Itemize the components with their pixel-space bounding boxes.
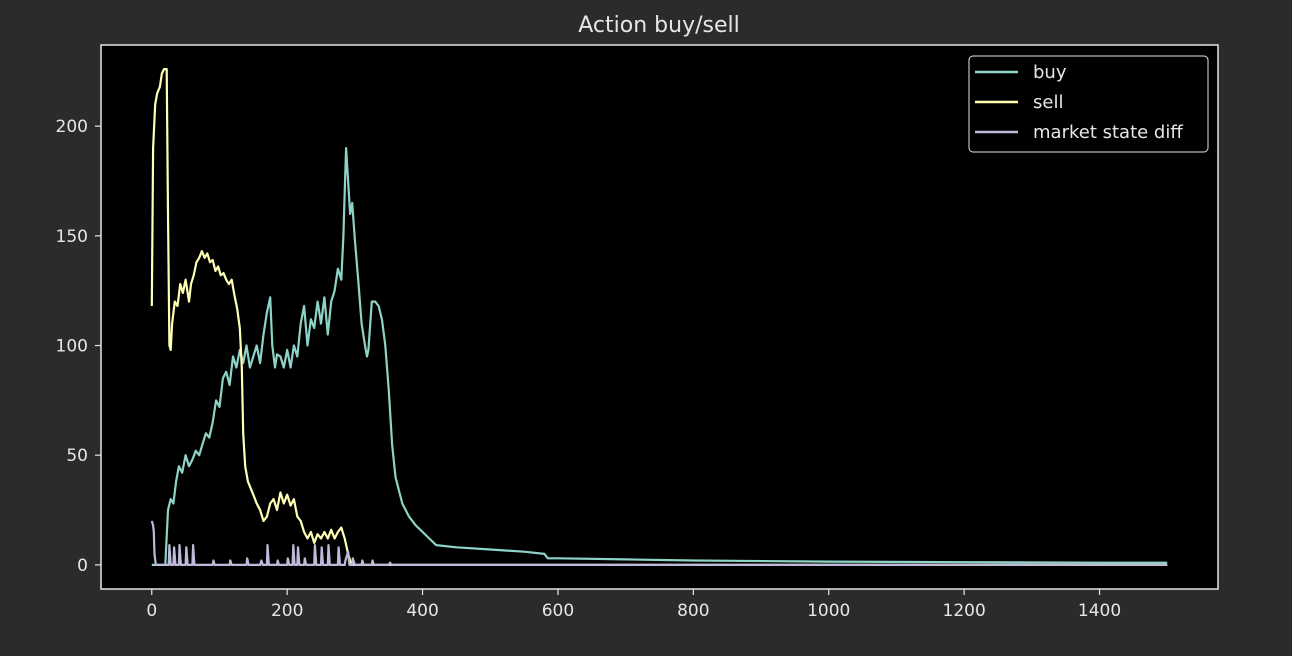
- x-tick-label-5: 1000: [807, 601, 850, 621]
- chart-title: Action buy/sell: [578, 13, 739, 38]
- x-tick-label-0: 0: [146, 601, 157, 621]
- y-axis: 0 50 100 150 200: [56, 117, 101, 576]
- x-tick-label-6: 1200: [943, 601, 986, 621]
- legend-label-1: sell: [1033, 92, 1063, 113]
- series-line-2: [150, 520, 1168, 566]
- y-tick-label-3: 150: [56, 227, 88, 247]
- legend: buy sell market state diff: [968, 55, 1209, 153]
- x-tick-label-7: 1400: [1078, 601, 1121, 621]
- y-tick-label-0: 0: [77, 556, 88, 576]
- plot-frame: [100, 44, 1219, 590]
- legend-label-2: market state diff: [1033, 122, 1183, 143]
- x-tick-label-2: 400: [406, 601, 438, 621]
- series-line-1: [150, 68, 1168, 566]
- x-tick-label-4: 800: [677, 601, 709, 621]
- x-tick-label-1: 200: [271, 601, 303, 621]
- legend-label-0: buy: [1033, 62, 1067, 83]
- legend-box: [968, 55, 1209, 153]
- y-tick-label-1: 50: [66, 446, 88, 466]
- x-tick-label-3: 600: [542, 601, 574, 621]
- series-layer: [150, 68, 1168, 566]
- y-tick-label-2: 100: [56, 337, 88, 357]
- y-tick-label-4: 200: [56, 117, 88, 137]
- series-line-0: [151, 147, 1168, 566]
- x-axis: 0 200 400 600 800 1000 1200 1400: [146, 589, 1121, 621]
